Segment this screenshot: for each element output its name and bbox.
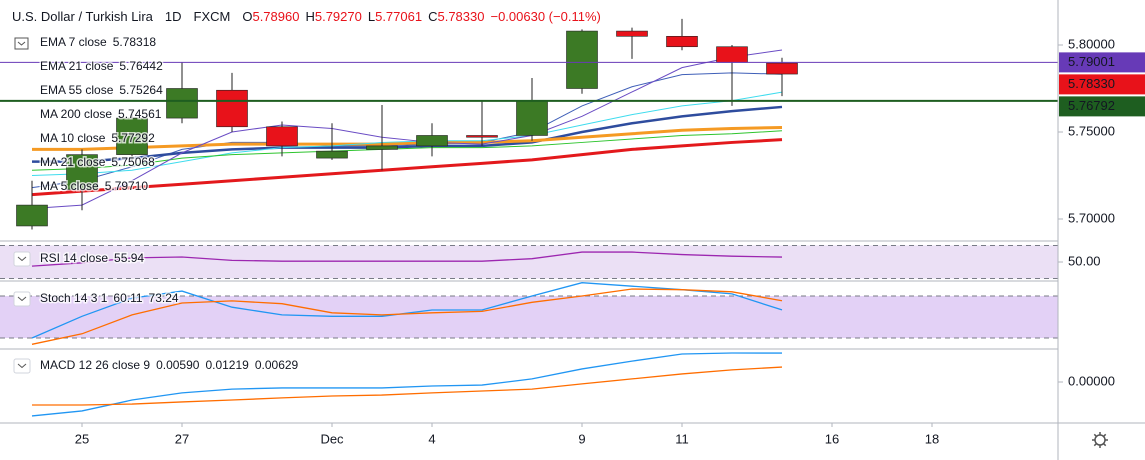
y-tick-label: 0.00000 xyxy=(1068,373,1115,388)
indicator-line xyxy=(31,130,783,171)
ohlc-value: 5.78960 xyxy=(252,9,299,24)
plot xyxy=(16,18,798,417)
collapse-icon xyxy=(17,296,27,302)
ohlc-key: H xyxy=(305,9,314,24)
source: FXCM xyxy=(194,9,231,24)
collapse-icon xyxy=(17,363,27,369)
y-tick-label: 5.75000 xyxy=(1068,123,1115,138)
y-tick-label: 50.00 xyxy=(1068,253,1101,268)
candle-body xyxy=(616,30,648,37)
ohlc-key: L xyxy=(368,9,375,24)
price-badge xyxy=(1059,96,1145,117)
legend-toggle xyxy=(13,358,31,374)
price-badge xyxy=(1059,74,1145,95)
legend-value: 5.76442 xyxy=(119,59,163,73)
indicator-line xyxy=(32,125,783,151)
x-tick-label: 16 xyxy=(825,431,839,446)
x-tick-label: 27 xyxy=(175,431,189,446)
header: U.S. Dollar / Turkish Lira 1D FXCM O5.78960… xyxy=(12,9,601,24)
candle-body xyxy=(166,88,198,119)
candle-body xyxy=(266,126,298,147)
interval: 1D xyxy=(165,9,182,24)
indicator-line xyxy=(31,49,783,210)
legend-value: 73.24 xyxy=(149,291,179,305)
candle-body xyxy=(766,62,798,75)
legend-label: EMA 7 close xyxy=(40,35,107,49)
indicator-line xyxy=(31,251,783,267)
x-tick-label: 4 xyxy=(428,431,435,446)
candle-body xyxy=(316,150,348,159)
indicator-line xyxy=(32,105,783,163)
legend-value: 5.78318 xyxy=(113,35,157,49)
indicator-line xyxy=(31,288,783,345)
indicator-line xyxy=(32,366,783,406)
legend-label: EMA 55 close xyxy=(40,83,114,97)
x-tick-label: 25 xyxy=(75,431,89,446)
legend-value: 55.94 xyxy=(114,251,144,265)
collapse-icon xyxy=(14,37,29,50)
overlay: EMA 7 close 5.78318 EMA 21 close 5.76442 EMA… xyxy=(0,34,1145,374)
legend-value: 5.77292 xyxy=(111,131,155,145)
legend-toggle xyxy=(13,251,31,267)
symbol-title: U.S. Dollar / Turkish Lira xyxy=(12,9,154,24)
change: −0.00630 (−0.11%) xyxy=(490,9,600,24)
ohlc-key: C xyxy=(428,9,437,24)
x-tick-label: Dec xyxy=(320,431,344,446)
price-badge xyxy=(1059,52,1145,73)
legend-label: MA 21 close xyxy=(40,155,106,169)
candle-body xyxy=(366,145,398,150)
legend-label: MA 10 close xyxy=(40,131,106,145)
indicator-line xyxy=(31,282,783,339)
legend-label: MA 200 close xyxy=(40,107,112,121)
collapse-icon xyxy=(17,256,27,262)
indicator-line xyxy=(31,72,783,189)
candle-body xyxy=(116,117,148,155)
x-tick-label: 18 xyxy=(925,431,939,446)
candle-body xyxy=(16,204,48,227)
legend-value: 5.75068 xyxy=(111,155,155,169)
candle-body xyxy=(466,135,498,138)
y-tick-label: 5.80000 xyxy=(1068,36,1115,51)
candle-body xyxy=(516,100,548,136)
legend-label: Stoch 14 3 1 xyxy=(40,291,108,305)
y-tick-label: 5.70000 xyxy=(1068,210,1115,225)
legend-value: 0.00629 xyxy=(255,358,299,372)
ohlc-value: 5.79270 xyxy=(315,9,362,24)
candle-body xyxy=(416,135,448,147)
legend-label: MACD 12 26 close 9 xyxy=(40,358,150,372)
ohlc-value: 5.78330 xyxy=(437,9,484,24)
candle-body xyxy=(666,35,698,48)
candle-body xyxy=(216,89,248,128)
legend-value: 0.01219 xyxy=(205,358,249,372)
ohlc-key: O xyxy=(242,9,252,24)
legend-value: 5.74561 xyxy=(118,107,162,121)
gear-teeth xyxy=(1092,432,1108,448)
candle-body xyxy=(66,154,98,190)
candle-body xyxy=(716,46,748,63)
x-tick-label: 11 xyxy=(675,431,689,446)
price-badge-label: 5.79001 xyxy=(1068,54,1115,69)
indicator-line xyxy=(31,138,783,197)
legend-value: 5.79710 xyxy=(105,179,149,193)
legend-label: EMA 21 close xyxy=(40,59,114,73)
legend-value: 60.11 xyxy=(113,291,142,305)
legend-label: RSI 14 close xyxy=(40,251,108,265)
indicator-line xyxy=(31,352,783,417)
band xyxy=(0,245,1058,279)
indicator-line xyxy=(31,91,783,176)
legend-toggle xyxy=(13,291,31,307)
legend-value: 5.75264 xyxy=(119,83,163,97)
price-badge-label: 5.76792 xyxy=(1068,98,1115,113)
x-tick-label: 9 xyxy=(578,431,585,446)
settings-icon[interactable] xyxy=(1092,432,1108,448)
ohlc-value: 5.77061 xyxy=(375,9,422,24)
candle-body xyxy=(566,30,598,89)
legend-label: MA 5 close xyxy=(40,179,99,193)
price-badge-label: 5.78330 xyxy=(1068,76,1115,91)
legend-value: 0.00590 xyxy=(156,358,200,372)
